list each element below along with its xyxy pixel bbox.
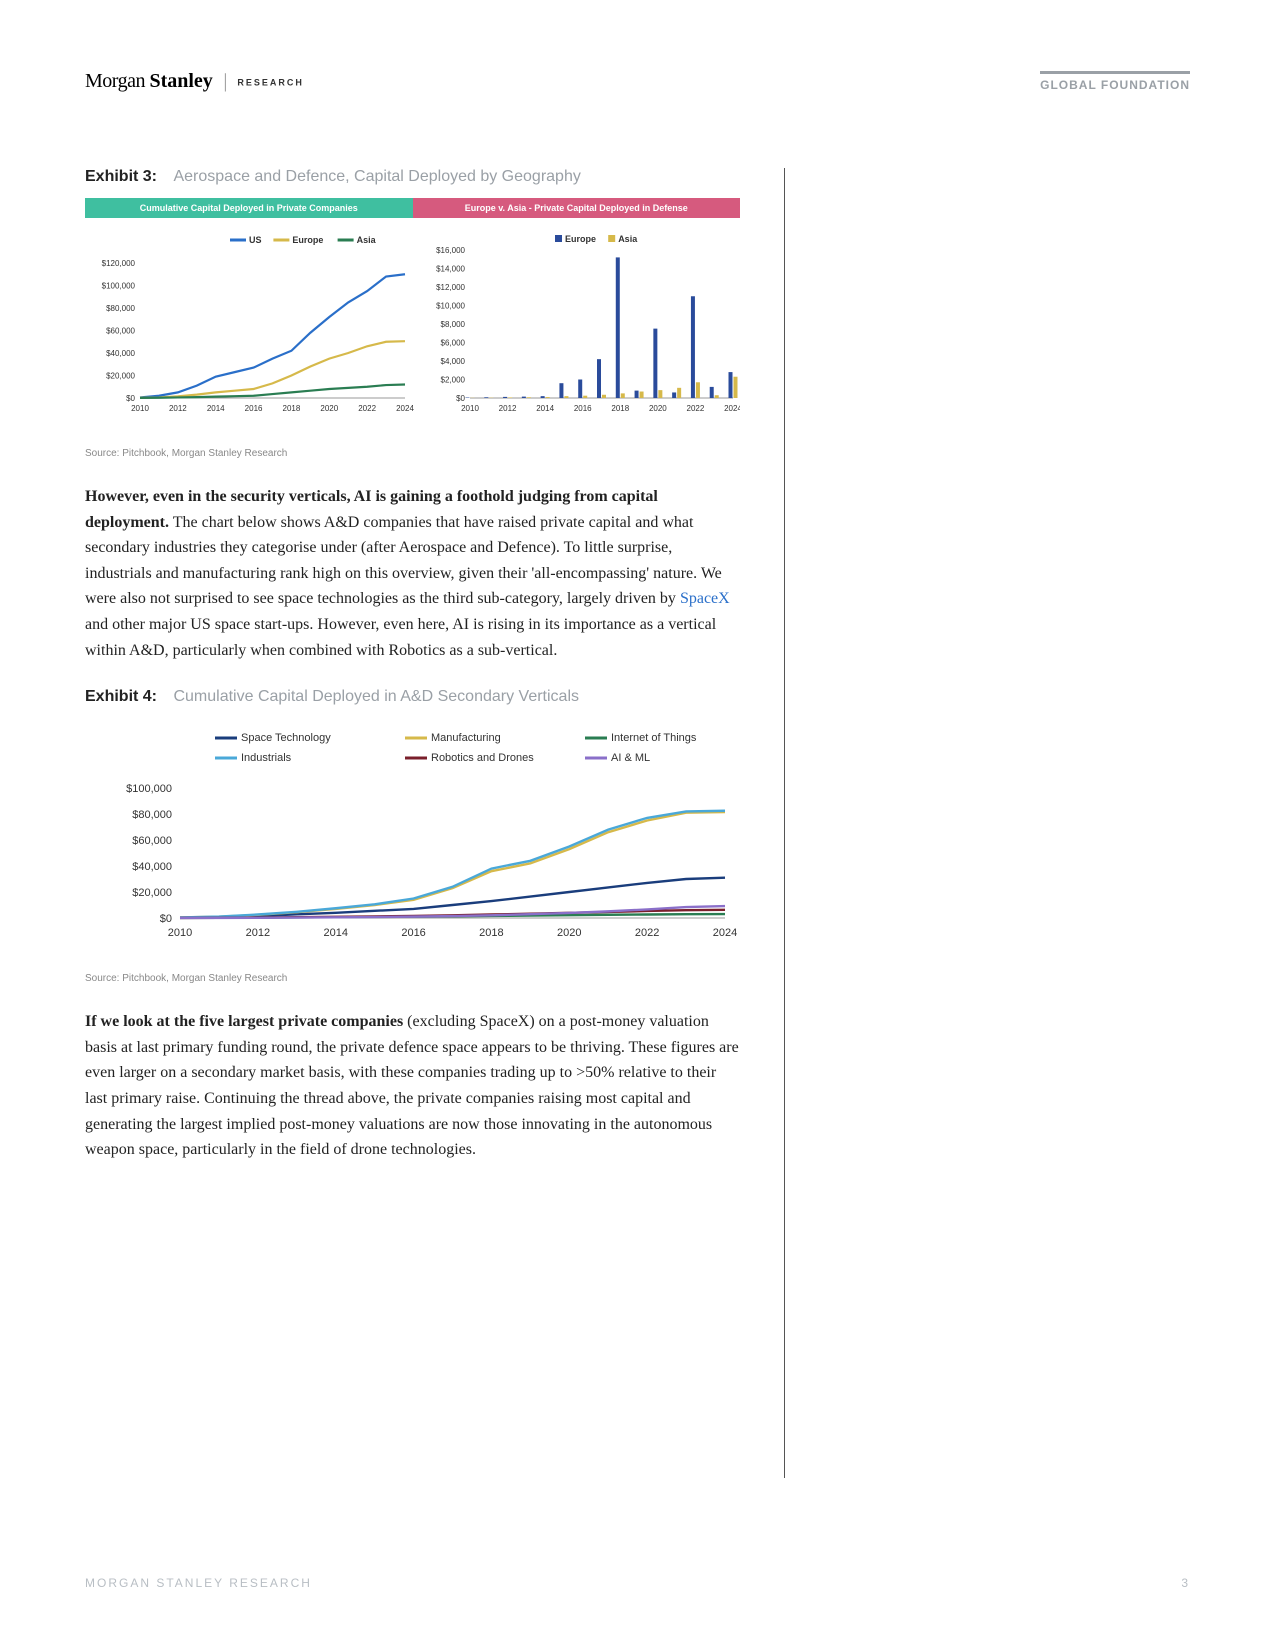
svg-text:Manufacturing: Manufacturing (431, 732, 501, 744)
paragraph-2: If we look at the five largest private c… (85, 1009, 740, 1163)
exhibit3-chart-box: Cumulative Capital Deployed in Private C… (85, 198, 740, 438)
svg-text:$14,000: $14,000 (436, 265, 465, 274)
svg-text:Space Technology: Space Technology (241, 732, 331, 744)
svg-text:AI & ML: AI & ML (611, 752, 650, 764)
svg-text:$16,000: $16,000 (436, 246, 465, 255)
svg-text:2024: 2024 (713, 927, 737, 939)
svg-text:$12,000: $12,000 (436, 283, 465, 292)
exhibit3-charts-svg: US Europe Asia $0 $20,000 $40,000 $60,000 $80,0… (85, 218, 740, 433)
svg-text:$0: $0 (160, 913, 172, 925)
svg-text:$4,000: $4,000 (441, 357, 466, 366)
brand-first: Morgan (85, 70, 145, 92)
svg-text:Europe: Europe (292, 235, 323, 245)
svg-text:2012: 2012 (169, 404, 187, 413)
para2-bold: If we look at the five largest private c… (85, 1013, 403, 1030)
svg-text:2012: 2012 (499, 404, 517, 413)
band-cumulative: Cumulative Capital Deployed in Private C… (85, 198, 413, 218)
exhibit4-chart-svg: Space Technology Manufacturing Internet of… (85, 718, 740, 958)
para2-rest: (excluding SpaceX) on a post-money valua… (85, 1013, 739, 1158)
exhibit4-label: Exhibit 4: (85, 688, 157, 705)
svg-text:$0: $0 (456, 394, 465, 403)
brand-divider: | (223, 70, 227, 92)
footer-left: MORGAN STANLEY RESEARCH (85, 1576, 312, 1590)
exhibit4-source: Source: Pitchbook, Morgan Stanley Resear… (85, 973, 764, 984)
spacex-link[interactable]: SpaceX (680, 590, 730, 607)
svg-text:$120,000: $120,000 (102, 259, 136, 268)
svg-text:Asia: Asia (618, 234, 638, 244)
svg-text:$0: $0 (126, 394, 135, 403)
svg-text:$2,000: $2,000 (441, 376, 466, 385)
svg-text:2016: 2016 (245, 404, 263, 413)
svg-text:$40,000: $40,000 (132, 861, 172, 873)
svg-text:Asia: Asia (357, 235, 377, 245)
svg-text:2018: 2018 (479, 927, 503, 939)
brand-last: Stanley (149, 70, 212, 92)
brand-block: Morgan Stanley | RESEARCH (85, 70, 304, 93)
exhibit3-source: Source: Pitchbook, Morgan Stanley Resear… (85, 448, 764, 459)
page-footer: MORGAN STANLEY RESEARCH 3 (85, 1576, 1190, 1590)
svg-text:$40,000: $40,000 (106, 349, 135, 358)
svg-text:Industrials: Industrials (241, 752, 292, 764)
svg-text:2012: 2012 (246, 927, 270, 939)
svg-text:2020: 2020 (649, 404, 667, 413)
svg-text:$8,000: $8,000 (441, 320, 466, 329)
svg-text:2022: 2022 (687, 404, 705, 413)
svg-text:$20,000: $20,000 (106, 372, 135, 381)
svg-text:2020: 2020 (557, 927, 581, 939)
svg-text:$100,000: $100,000 (102, 282, 136, 291)
para1-rest-a: The chart below shows A&D companies that… (85, 514, 722, 608)
svg-text:Europe: Europe (565, 234, 596, 244)
research-label: RESEARCH (237, 77, 304, 87)
svg-text:2016: 2016 (401, 927, 425, 939)
svg-text:$60,000: $60,000 (106, 327, 135, 336)
exhibit3-label: Exhibit 3: (85, 168, 157, 185)
svg-text:2022: 2022 (358, 404, 376, 413)
svg-text:2022: 2022 (635, 927, 659, 939)
svg-text:$10,000: $10,000 (436, 302, 465, 311)
paragraph-1: However, even in the security verticals,… (85, 484, 740, 663)
band-europe-asia: Europe v. Asia - Private Capital Deploye… (413, 198, 741, 218)
svg-text:$20,000: $20,000 (132, 887, 172, 899)
global-foundation-badge: GLOBAL FOUNDATION (1040, 71, 1190, 92)
content-column: Exhibit 3: Aerospace and Defence, Capita… (85, 168, 785, 1478)
exhibit3-bands: Cumulative Capital Deployed in Private C… (85, 198, 740, 218)
svg-text:2014: 2014 (536, 404, 554, 413)
exhibit4-chart-box: Space Technology Manufacturing Internet of… (85, 718, 740, 963)
svg-text:2018: 2018 (283, 404, 301, 413)
svg-text:2014: 2014 (323, 927, 347, 939)
svg-text:$100,000: $100,000 (126, 783, 172, 795)
svg-text:Robotics and Drones: Robotics and Drones (431, 752, 534, 764)
svg-text:2014: 2014 (207, 404, 225, 413)
svg-text:$6,000: $6,000 (441, 339, 466, 348)
svg-text:2024: 2024 (396, 404, 414, 413)
page-number: 3 (1181, 1576, 1190, 1590)
svg-text:2020: 2020 (320, 404, 338, 413)
svg-text:2016: 2016 (574, 404, 592, 413)
svg-text:2010: 2010 (131, 404, 149, 413)
svg-text:2024: 2024 (724, 404, 740, 413)
exhibit3-header: Exhibit 3: Aerospace and Defence, Capita… (85, 168, 764, 186)
svg-text:$80,000: $80,000 (132, 809, 172, 821)
svg-text:US: US (249, 235, 262, 245)
svg-text:$80,000: $80,000 (106, 304, 135, 313)
svg-text:$60,000: $60,000 (132, 835, 172, 847)
page-header: Morgan Stanley | RESEARCH GLOBAL FOUNDAT… (85, 70, 1190, 93)
svg-text:2010: 2010 (461, 404, 479, 413)
para1-rest-b: and other major US space start-ups. Howe… (85, 616, 716, 659)
exhibit3-title: Aerospace and Defence, Capital Deployed … (173, 168, 580, 185)
svg-text:Internet of Things: Internet of Things (611, 732, 697, 744)
exhibit4-title: Cumulative Capital Deployed in A&D Secon… (173, 688, 579, 705)
svg-text:2010: 2010 (168, 927, 192, 939)
exhibit4-header: Exhibit 4: Cumulative Capital Deployed i… (85, 688, 764, 706)
svg-text:2018: 2018 (611, 404, 629, 413)
